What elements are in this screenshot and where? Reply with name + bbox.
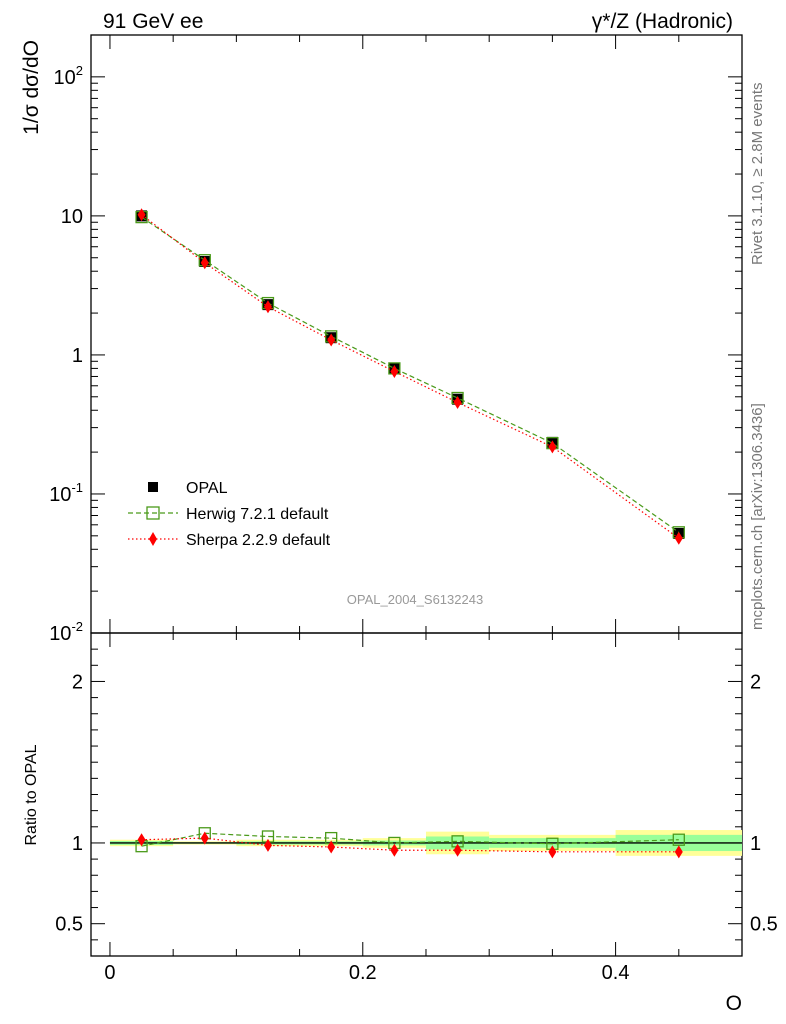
ratio-sherpa-point: [453, 843, 462, 857]
ratio-y-tick-label-right: 1: [750, 833, 761, 855]
legend: OPAL Herwig 7.2.1 default Sherpa 2.2.9 d…: [128, 480, 331, 549]
ratio-sherpa-point: [137, 833, 146, 847]
ratio-sherpa-point: [200, 831, 209, 845]
main-y-ticks: 10-2 10-1 1 10 102: [49, 34, 742, 645]
ratio-y-tick-label-right: 0.5: [750, 914, 778, 936]
channel-label: γ*/Z (Hadronic): [592, 10, 733, 33]
rivet-version-label: Rivet 3.1.10, ≥ 2.8M events: [749, 83, 766, 266]
ratio-sherpa-point: [390, 843, 399, 857]
x-tick-label: 0: [104, 962, 115, 984]
x-axis-label: O: [726, 992, 742, 1015]
ratio-series-layer: [135, 827, 685, 859]
process-label: 91 GeV ee: [103, 10, 203, 33]
analysis-watermark: OPAL_2004_S6132243: [347, 592, 483, 607]
ratio-sherpa-point: [548, 845, 557, 859]
main-y-tick-label: 1: [72, 345, 83, 367]
x-tick-label: 0.4: [602, 962, 630, 984]
ratio-sherpa-point: [674, 845, 683, 859]
ratio-sherpa-point: [263, 838, 272, 852]
ratio-herwig-point: [672, 833, 685, 846]
legend-label-opal: OPAL: [186, 480, 228, 497]
main-sherpa-point: [453, 395, 462, 409]
main-sherpa-point: [674, 531, 683, 545]
legend-label-herwig: Herwig 7.2.1 default: [186, 506, 329, 523]
ratio-y-tick-label-right: 2: [750, 671, 761, 693]
x-ticks: 0 0.2 0.4: [104, 35, 743, 984]
main-y-tick-label: 10: [61, 206, 83, 228]
main-sherpa-point: [390, 364, 399, 378]
main-sherpa-point: [263, 300, 272, 314]
ratio-y-axis-label: Ratio to OPAL: [23, 744, 40, 845]
legend-marker-opal: [148, 482, 158, 492]
main-sherpa-point: [200, 256, 209, 270]
main-herwig-line: [141, 216, 680, 533]
main-series-layer: [135, 208, 685, 545]
main-sherpa-point: [137, 208, 146, 222]
main-y-tick-label: 102: [54, 63, 83, 89]
ratio-plot-frame: [90, 632, 743, 957]
main-sherpa-line: [141, 214, 680, 539]
x-tick-label: 0.2: [349, 962, 377, 984]
main-y-axis-label: 1/σ dσ/dO: [20, 40, 43, 135]
main-sherpa-point: [327, 333, 336, 347]
main-sherpa-point: [548, 440, 557, 454]
ratio-sherpa-point: [327, 840, 336, 854]
ratio-herwig-line: [141, 832, 679, 847]
ratio-y-ticks: 0.5 0.5 1 1 2 2: [55, 632, 778, 957]
mcplots-reference-label: mcplots.cern.ch [arXiv:1306.3436]: [749, 403, 766, 630]
ratio-y-tick-label-left: 1: [72, 833, 83, 855]
ratio-y-tick-label-left: 2: [72, 671, 83, 693]
main-y-tick-label: 10-2: [49, 619, 83, 645]
legend-marker-sherpa: [149, 532, 157, 546]
legend-marker-herwig: [146, 506, 160, 520]
main-y-tick-label: 10-1: [49, 480, 83, 506]
ratio-y-tick-label-left: 0.5: [55, 914, 83, 936]
legend-label-sherpa: Sherpa 2.2.9 default: [186, 532, 331, 549]
